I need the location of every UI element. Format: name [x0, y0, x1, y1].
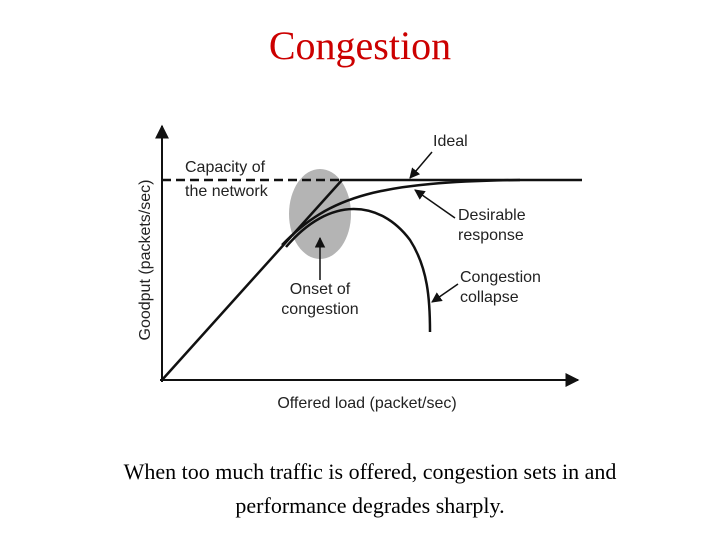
- collapse-label: Congestion: [460, 269, 541, 286]
- desirable-label: response: [458, 227, 524, 244]
- collapse-curve: [285, 207, 432, 333]
- onset-label: congestion: [281, 301, 358, 318]
- ideal-line: [161, 179, 343, 381]
- desirable-curve: [281, 178, 521, 246]
- ideal-arrow: [409, 151, 433, 179]
- caption: When too much traffic is offered, conges…: [123, 459, 617, 518]
- capacity-label: the network: [185, 183, 269, 200]
- slide-title: Congestion: [268, 23, 452, 68]
- desirable-label: Desirable: [458, 207, 526, 224]
- collapse-arrow: [431, 283, 459, 303]
- onset-label: Onset of: [290, 281, 351, 298]
- desirable-arrow: [414, 189, 456, 219]
- y-axis-label: Goodput (packets/sec): [137, 180, 154, 341]
- collapse-label: collapse: [460, 289, 519, 306]
- capacity-label: Capacity of: [185, 159, 266, 176]
- ideal-label: Ideal: [433, 133, 468, 150]
- x-axis-label: Offered load (packet/sec): [277, 395, 456, 412]
